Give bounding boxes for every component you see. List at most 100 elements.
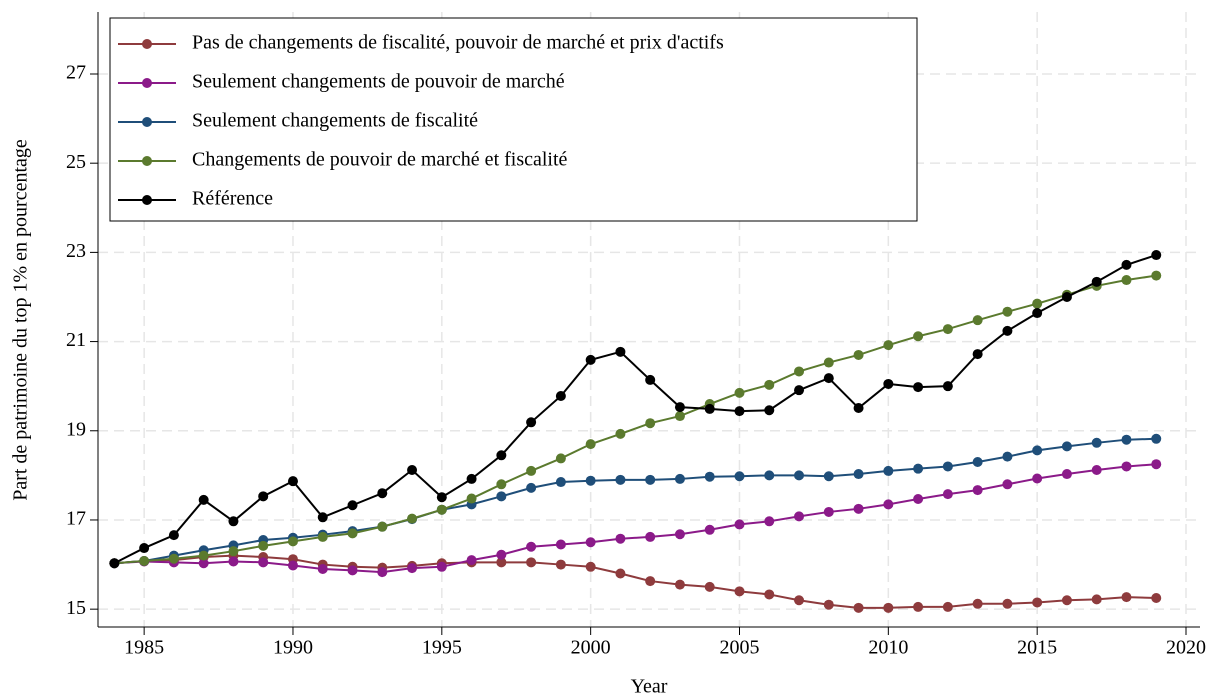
data-point [347,565,358,576]
data-point [585,354,596,365]
data-point [823,599,834,610]
data-point [436,504,447,515]
data-point [228,556,239,567]
data-point [1151,270,1162,281]
x-tick-label: 1985 [124,637,164,659]
data-point [585,537,596,548]
data-point [496,491,507,502]
data-point [585,475,596,486]
data-point [1091,594,1102,605]
data-point [883,499,894,510]
data-point [466,473,477,484]
data-point [645,576,656,587]
y-tick-label: 27 [66,62,86,84]
data-point [1091,276,1102,287]
data-point [1002,306,1013,317]
data-point [1061,595,1072,606]
data-point [823,373,834,384]
data-point [645,474,656,485]
data-point [734,406,745,417]
data-point [615,428,626,439]
x-axis-label: Year [631,676,668,698]
x-tick-label: 2005 [719,637,759,659]
data-point [615,346,626,357]
series-line [113,254,1157,565]
data-point [228,546,239,557]
x-tick-label: 1995 [422,637,462,659]
x-tick-label: 2015 [1017,637,1057,659]
data-point [615,533,626,544]
data-point [615,474,626,485]
data-point [913,494,924,505]
data-point [1002,451,1013,462]
data-point [942,601,953,612]
data-point [853,349,864,360]
data-point [883,378,894,389]
data-point [674,411,685,422]
data-point [526,541,537,552]
data-point [645,418,656,429]
data-point [1121,259,1132,270]
data-point [823,471,834,482]
x-tick-label: 2020 [1166,637,1206,659]
data-point [1002,479,1013,490]
data-point [1151,433,1162,444]
data-point [1151,250,1162,261]
data-point [942,489,953,500]
legend-label: Changements de pouvoir de marché et fisc… [192,149,568,171]
data-point [1091,437,1102,448]
y-tick-label: 25 [66,151,86,173]
data-point [526,417,537,428]
data-point [913,463,924,474]
data-point [972,485,983,496]
data-point [883,602,894,613]
data-point [942,461,953,472]
data-point [942,324,953,335]
y-tick-label: 15 [66,597,86,619]
data-point [139,543,150,554]
data-point [883,465,894,476]
data-point [555,477,566,488]
data-point [466,555,477,566]
data-point [704,524,715,535]
legend-swatch [142,156,152,166]
data-point [853,602,864,613]
data-point [1061,469,1072,480]
data-point [258,491,269,502]
data-point [734,387,745,398]
data-point [347,528,358,539]
data-point [794,511,805,522]
data-point [972,349,983,360]
data-point [1032,308,1043,319]
data-point [436,561,447,572]
data-point [853,469,864,480]
data-point [258,540,269,551]
data-point [555,453,566,464]
data-point [674,473,685,484]
data-point [764,405,775,416]
data-point [526,465,537,476]
data-point [1091,465,1102,476]
data-point [496,479,507,490]
data-point [377,521,388,532]
data-point [1061,441,1072,452]
data-point [198,558,209,569]
data-point [317,531,328,542]
data-point [407,563,418,574]
data-point [496,450,507,461]
data-point [853,403,864,414]
data-point [674,402,685,413]
data-point [972,456,983,467]
data-point [674,579,685,590]
y-tick-label: 19 [66,418,86,440]
data-point [496,557,507,568]
legend-swatch [142,78,152,88]
y-tick-label: 23 [66,240,86,262]
data-point [526,482,537,493]
data-point [913,601,924,612]
data-point [764,589,775,600]
data-point [287,476,298,487]
data-point [317,512,328,523]
data-point [734,586,745,597]
